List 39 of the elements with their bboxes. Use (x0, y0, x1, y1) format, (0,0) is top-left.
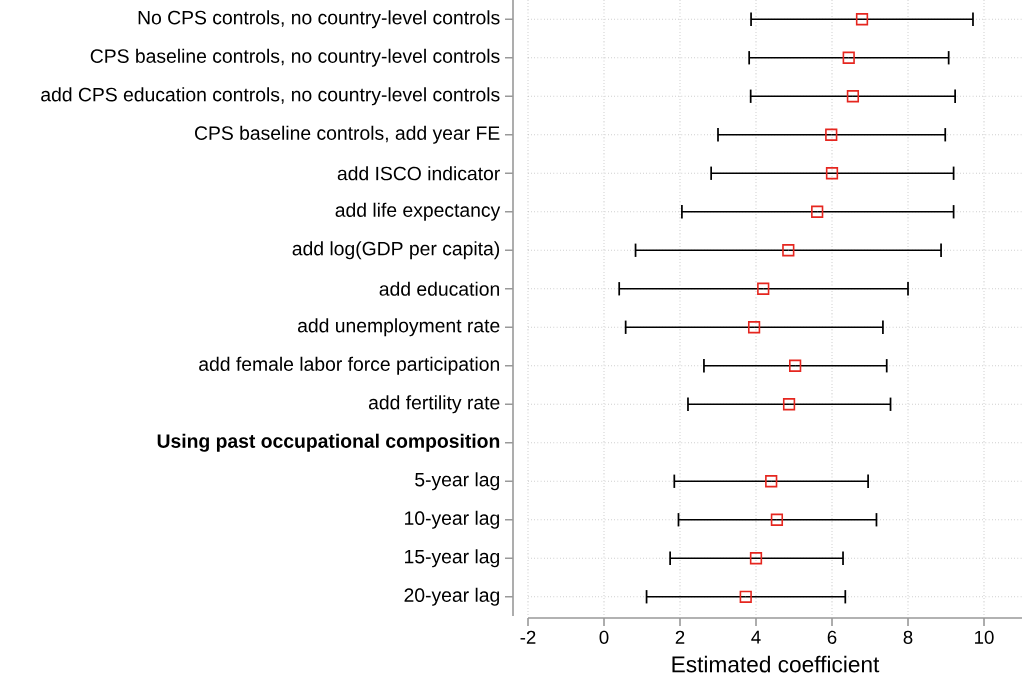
point (770, 513, 784, 526)
point (739, 590, 752, 603)
point (842, 51, 855, 64)
y-tick-label: add life expectancy (335, 202, 501, 221)
y-tick-label: add female labor force participation (199, 356, 499, 375)
x-axis-title: Estimated coefficient (672, 655, 880, 673)
y-tick-label: add ISCO indicator (337, 166, 500, 181)
y-tick-label: CPS baseline controls, add year FE (195, 125, 500, 144)
point (765, 475, 778, 488)
point (846, 90, 860, 103)
point (757, 282, 770, 295)
y-tick-label: add CPS education controls, no country-level controls (41, 87, 500, 106)
point (747, 321, 761, 334)
point (789, 359, 802, 372)
y-tick-label: add unemployment rate (297, 318, 500, 337)
y-tick-label: add log(GDP per capita) (292, 241, 500, 260)
x-tick-label: 2 (675, 630, 685, 644)
point (825, 128, 838, 141)
y-tick-label: add education (379, 281, 499, 296)
point (782, 244, 795, 257)
x-tick-label: 4 (751, 630, 761, 644)
x-tick-label: 8 (903, 630, 913, 644)
point (811, 205, 824, 218)
y-tick-label: CPS baseline controls, no country-level controls (90, 48, 500, 67)
y-tick-label: 15-year lag (405, 549, 500, 568)
point (782, 398, 796, 411)
y-tick-label: 10-year lag (405, 510, 500, 529)
y-tick-label: Using past occupational composition (157, 433, 500, 452)
y-tick-label: No CPS controls, no country-level controls (138, 10, 500, 29)
y-tick-label: 20-year lag (404, 587, 500, 606)
y-tick-label: 5-year lag (415, 472, 500, 491)
x-tick-label: 0 (599, 630, 609, 644)
point (749, 552, 763, 565)
y-tick-label: add fertility rate (368, 395, 500, 414)
x-tick-label: -2 (520, 630, 536, 644)
x-tick-label: 10 (975, 630, 994, 644)
point (825, 167, 839, 180)
point (855, 13, 869, 26)
x-tick-label: 6 (827, 630, 837, 644)
